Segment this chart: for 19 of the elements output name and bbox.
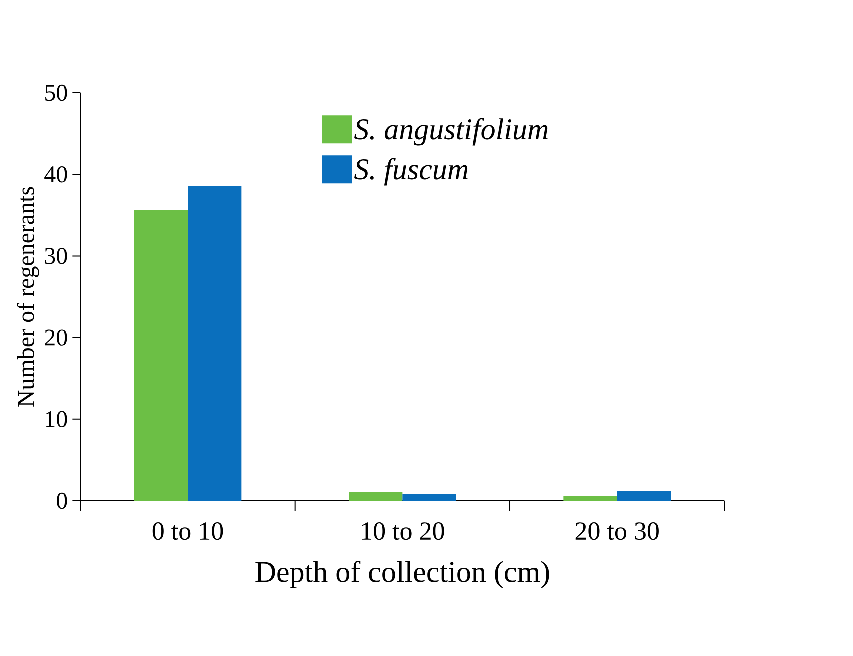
legend-label: S. angustifolium xyxy=(354,118,548,146)
bar xyxy=(617,491,672,502)
bar xyxy=(402,494,456,502)
bar xyxy=(564,496,618,502)
x-tick-label: 0 to 10 xyxy=(152,522,224,540)
y-tick-label: 10 xyxy=(46,411,68,428)
x-tick-label: 20 to 30 xyxy=(576,522,659,540)
y-tick-label: 0 xyxy=(57,492,68,510)
bar xyxy=(349,492,403,502)
y-tick-label: 20 xyxy=(45,330,68,346)
x-tick-label: 10 to 20 xyxy=(362,522,444,540)
x-axis-title: Depth of collection (cm) xyxy=(256,560,550,588)
bar xyxy=(188,186,242,502)
y-tick-label: 50 xyxy=(46,84,68,102)
y-tick-label: 30 xyxy=(45,248,68,264)
y-axis-title: Number of regenerants xyxy=(17,187,40,407)
legend-label: S. fuscum xyxy=(354,158,468,186)
bar xyxy=(134,210,188,502)
y-tick-label: 40 xyxy=(44,166,68,183)
